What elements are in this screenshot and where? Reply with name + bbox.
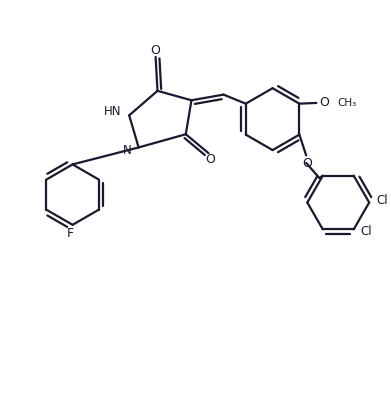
Text: HN: HN [103,105,121,118]
Text: O: O [150,44,160,57]
Text: F: F [67,227,74,240]
Text: CH₃: CH₃ [337,98,356,108]
Text: Cl: Cl [361,225,372,238]
Text: O: O [319,96,329,109]
Text: Cl: Cl [376,194,387,207]
Text: O: O [302,156,312,169]
Text: O: O [205,153,215,166]
Text: N: N [123,144,132,157]
